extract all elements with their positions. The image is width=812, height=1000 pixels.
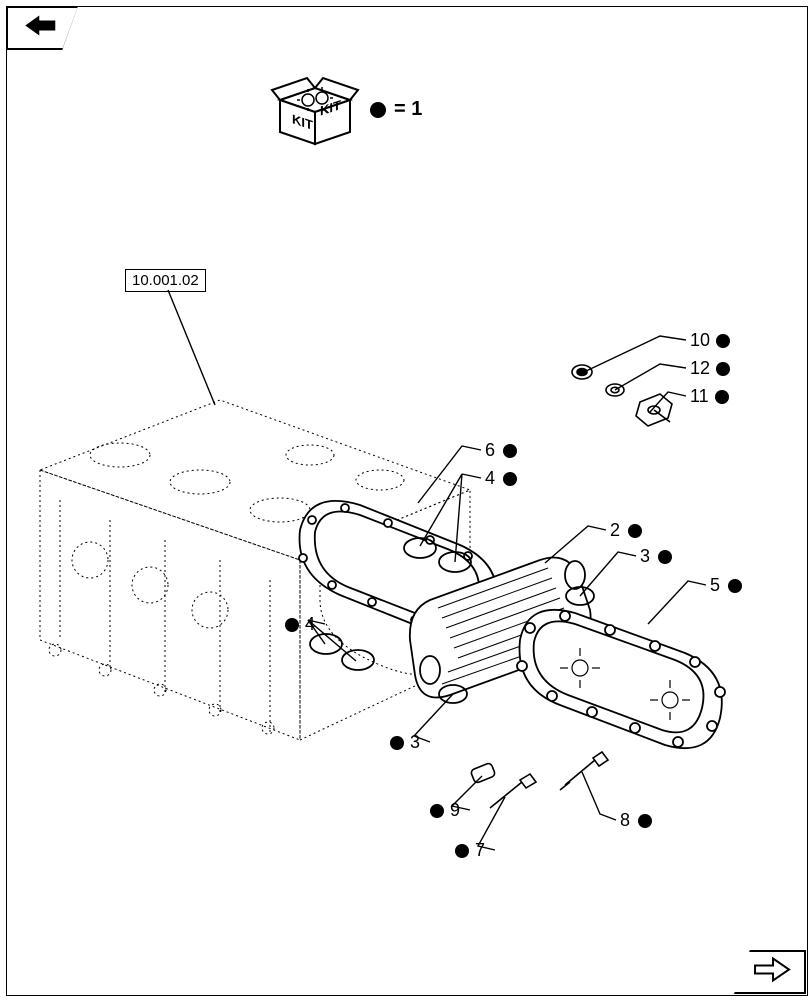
callout-number: 10 bbox=[690, 330, 710, 351]
callout-9: 9 bbox=[430, 800, 462, 821]
callout-number: 3 bbox=[640, 546, 652, 567]
callout-3: 3 bbox=[390, 732, 422, 753]
callout-number: 9 bbox=[450, 800, 462, 821]
callout-4: 4 bbox=[485, 468, 517, 489]
callout-number: 4 bbox=[485, 468, 497, 489]
callout-8: 8 bbox=[620, 810, 652, 831]
callout-number: 11 bbox=[690, 386, 709, 407]
kit-dot-icon bbox=[370, 102, 386, 118]
kit-dot-icon bbox=[503, 472, 517, 486]
callout-2: 2 bbox=[610, 520, 642, 541]
callout-7: 7 bbox=[455, 840, 487, 861]
kit-dot-icon bbox=[455, 844, 469, 858]
kit-box-icon: KIT KIT bbox=[270, 70, 360, 155]
kit-dot-icon bbox=[716, 334, 730, 348]
kit-dot-icon bbox=[715, 390, 729, 404]
kit-dot-icon bbox=[658, 550, 672, 564]
kit-dot-icon bbox=[628, 524, 642, 538]
kit-dot-icon bbox=[716, 362, 730, 376]
assembly-reference-code: 10.001.02 bbox=[132, 272, 199, 289]
callout-number: 2 bbox=[610, 520, 622, 541]
callout-5: 5 bbox=[710, 575, 742, 596]
assembly-reference-box: 10.001.02 bbox=[125, 269, 206, 292]
callout-4: 4 bbox=[285, 614, 317, 635]
callout-number: 3 bbox=[410, 732, 422, 753]
forward-arrow-icon bbox=[753, 956, 791, 989]
callout-number: 6 bbox=[485, 440, 497, 461]
kit-dot-icon bbox=[390, 736, 404, 750]
back-arrow-icon bbox=[23, 14, 57, 43]
kit-dot-icon bbox=[430, 804, 444, 818]
kit-dot-icon bbox=[728, 579, 742, 593]
callout-number: 5 bbox=[710, 575, 722, 596]
callout-number: 7 bbox=[475, 840, 487, 861]
callout-10: 10 bbox=[690, 330, 730, 351]
callout-number: 4 bbox=[305, 614, 317, 635]
callout-number: 12 bbox=[690, 358, 710, 379]
callout-6: 6 bbox=[485, 440, 517, 461]
page-frame bbox=[6, 6, 808, 996]
callout-12: 12 bbox=[690, 358, 730, 379]
kit-equals-legend: = 1 bbox=[370, 98, 422, 121]
callout-number: 8 bbox=[620, 810, 632, 831]
kit-dot-icon bbox=[638, 814, 652, 828]
callout-11: 11 bbox=[690, 386, 729, 407]
callout-3: 3 bbox=[640, 546, 672, 567]
kit-dot-icon bbox=[503, 444, 517, 458]
kit-dot-icon bbox=[285, 618, 299, 632]
kit-equals-text: = 1 bbox=[394, 98, 422, 121]
